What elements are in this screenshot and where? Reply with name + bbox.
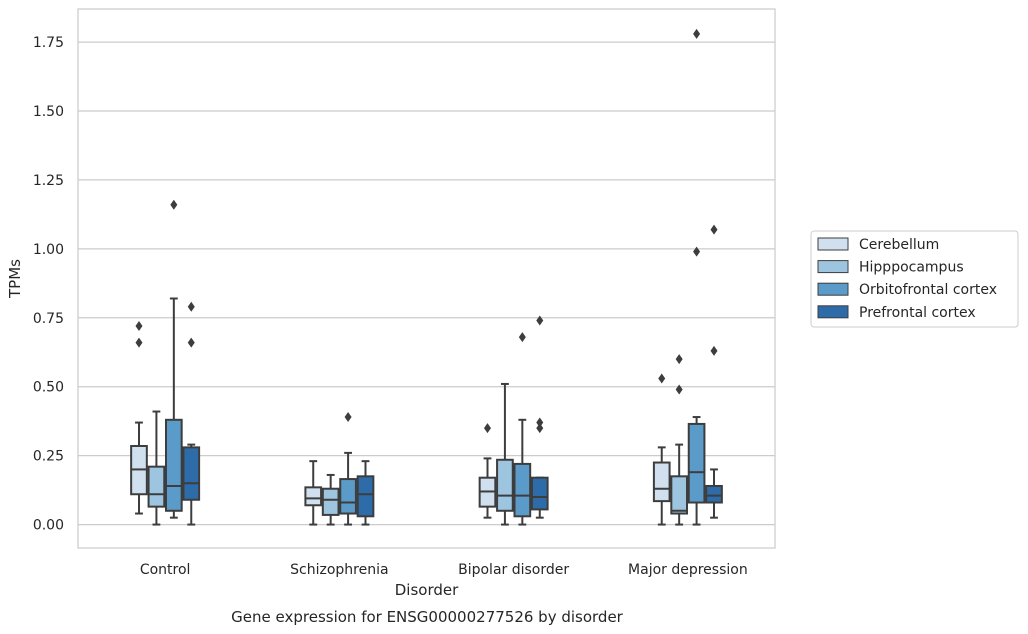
y-tick-label: 0.75 [33,311,64,327]
outlier-point [693,28,701,39]
outlier-point [536,315,544,326]
y-tick-labels: 0.00 0.25 0.50 0.75 1.00 1.25 1.50 1.75 [33,35,64,533]
legend-frame [810,230,1019,328]
iqr-box [652,461,671,503]
iqr-box [705,484,723,504]
outlier-point [187,337,195,348]
y-tick-label: 1.50 [33,104,64,120]
legend-swatch [817,282,849,296]
box-cerebellum-1 [304,460,323,526]
outlier-point [710,224,718,235]
outlier-point [518,332,526,343]
iqr-box [321,487,340,516]
chart-title: Gene expression for ENSG00000277526 by d… [231,608,624,626]
x-axis-label: Disorder [395,581,459,599]
outlier-point [693,246,701,257]
y-tick-label: 1.75 [33,35,64,51]
legend-swatch [817,305,849,319]
box-hipppocampus-2 [496,382,514,526]
outlier-point [187,301,195,312]
box-cerebellum-2 [478,423,497,519]
x-tick-label: Bipolar disorder [458,562,569,578]
x-tick-label: Control [140,562,191,578]
iqr-box [530,476,549,511]
y-tick-label: 1.00 [33,242,64,258]
iqr-box [147,465,166,508]
iqr-box [339,478,357,515]
iqr-box [670,475,689,515]
iqr-box [496,458,514,512]
iqr-box [164,418,183,512]
outlier-point [135,321,143,332]
iqr-box [356,475,375,518]
boxes [130,28,723,526]
legend-swatch [817,260,849,274]
y-tick-label: 0.00 [33,518,64,534]
y-tick-label: 0.50 [33,380,64,396]
outlier-point [135,337,143,348]
x-tick-label: Schizophrenia [290,562,388,578]
box-orbitofrontal-cortex-3 [687,28,706,526]
legend-label: Orbitofrontal cortex [859,282,997,298]
box-prefrontal-cortex-1 [356,460,375,526]
outlier-point [710,345,718,356]
box-orbitofrontal-cortex-1 [339,412,357,526]
outlier-point [536,417,544,428]
outlier-point [536,423,544,434]
x-tick-label: Major depression [628,562,748,578]
box-hipppocampus-0 [147,410,166,526]
iqr-box [687,422,706,504]
box-orbitofrontal-cortex-0 [164,199,183,519]
box-prefrontal-cortex-0 [182,301,201,526]
outlier-point [170,199,178,210]
box-hipppocampus-1 [321,473,340,526]
box-orbitofrontal-cortex-2 [513,332,532,526]
legend: Cerebellum Hipppocampus Orbitofrontal cort… [810,230,1019,328]
y-tick-label: 1.25 [33,173,64,189]
iqr-box [182,446,201,501]
plot-frame [77,8,776,549]
box-cerebellum-0 [130,321,148,515]
box-hipppocampus-3 [670,354,689,526]
legend-label: Cerebellum [859,237,939,253]
y-axis-label: TPMs [6,259,24,299]
legend-label: Prefrontal cortex [859,305,976,321]
outlier-point [675,384,683,395]
outlier-point [344,412,352,423]
box-cerebellum-3 [652,373,671,526]
legend-swatch [817,237,849,251]
box-prefrontal-cortex-2 [530,315,549,519]
box-prefrontal-cortex-3 [705,224,723,519]
y-tick-label: 0.25 [33,449,64,465]
iqr-box [304,486,323,507]
outlier-point [658,373,666,384]
x-tick-labels: Control Schizophrenia Bipolar disorder Majo… [140,562,748,578]
outlier-point [675,354,683,365]
iqr-box [513,462,532,518]
legend-label: Hipppocampus [859,260,964,276]
outlier-point [483,423,491,434]
